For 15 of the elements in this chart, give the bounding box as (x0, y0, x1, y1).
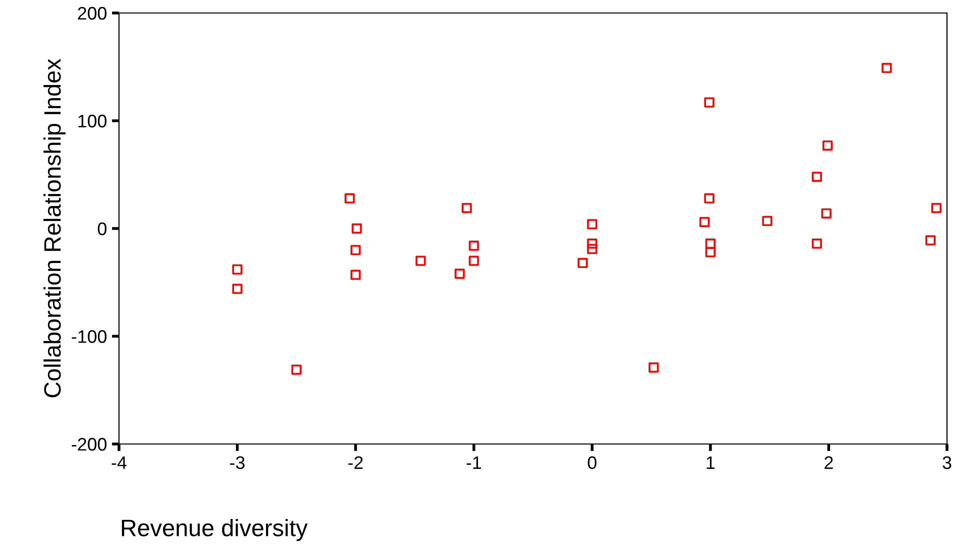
x-tick-label: 2 (824, 456, 833, 469)
y-tick-label: -200 (72, 438, 106, 451)
y-tick-label: 200 (78, 6, 106, 20)
x-tick-label: -3 (230, 456, 245, 470)
y-axis-title: Collaboration Relationship Index (43, 58, 66, 398)
x-tick-label: -1 (466, 456, 482, 469)
x-tick-label: 3 (942, 456, 952, 470)
x-tick-label: 0 (588, 456, 596, 470)
y-tick-label: -100 (72, 330, 106, 343)
x-axis-title: Revenue diversity (122, 518, 308, 542)
x-tick-label: -2 (348, 456, 363, 469)
y-tick-label: 100 (78, 114, 106, 128)
x-tick-label: 1 (706, 456, 715, 469)
y-tick-label: 0 (98, 222, 106, 236)
x-tick-label: -4 (112, 456, 126, 469)
